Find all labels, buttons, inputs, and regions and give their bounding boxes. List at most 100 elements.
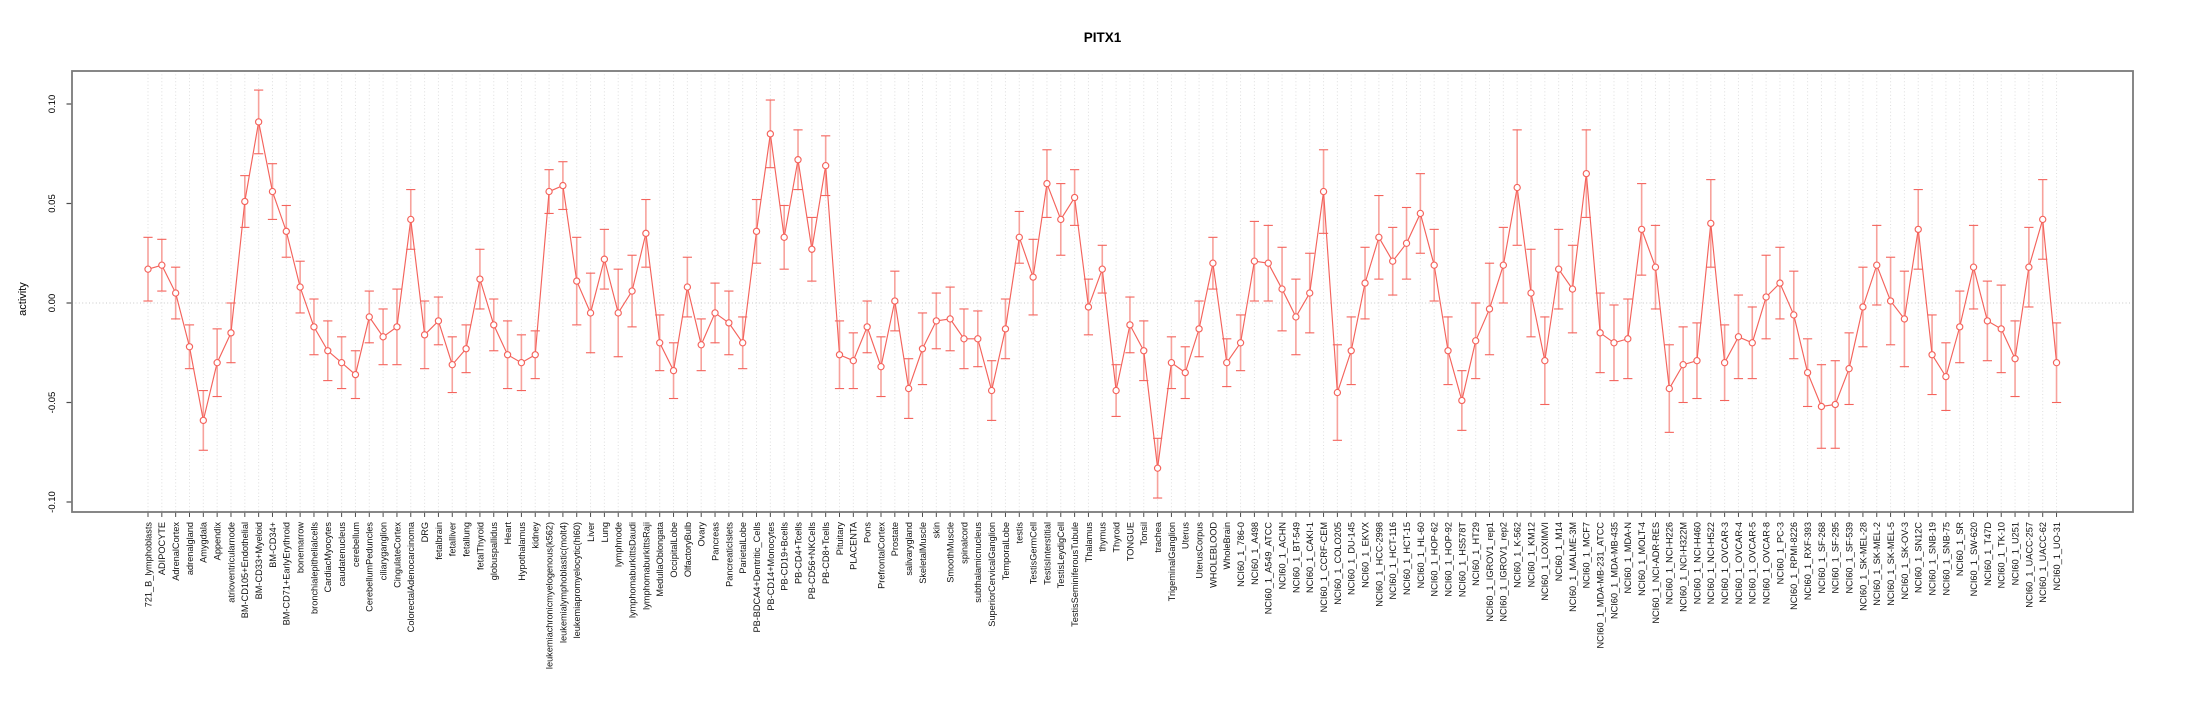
x-axis-label: testis	[1015, 522, 1025, 544]
x-axis-label: NCI60_1_RXF-393	[1803, 522, 1813, 600]
data-point-marker	[669, 366, 678, 375]
y-tick-label: 0.10	[47, 95, 58, 114]
data-point-marker	[1776, 279, 1784, 287]
x-axis-label: NCI60_1_NCI-H226	[1665, 522, 1675, 604]
data-point-marker	[1499, 261, 1508, 269]
x-axis-label: CingulateCortex	[392, 522, 402, 588]
x-axis-label: TrigeminalGanglion	[1167, 522, 1177, 601]
data-point-marker	[365, 313, 373, 321]
x-axis-label: Pituitary	[835, 522, 845, 556]
x-axis-label: PB-CD14+Monocytes	[766, 522, 776, 611]
x-axis-label: NCI60_1_MOLT-4	[1637, 522, 1647, 596]
x-axis-label: NCI60_1_SN12C	[1914, 522, 1924, 593]
data-point-marker	[780, 233, 788, 242]
data-point-marker	[1153, 464, 1162, 472]
data-point-marker	[324, 347, 332, 355]
x-axis-label: Liver	[586, 522, 596, 542]
data-point-marker	[863, 323, 871, 331]
x-axis-label: lymphnode	[614, 522, 624, 567]
data-point-marker	[559, 181, 567, 190]
data-point-marker	[821, 162, 830, 170]
x-axis-label: lymphomaburkittsDaudi	[627, 522, 637, 618]
x-axis-label: fetalliver	[448, 522, 458, 556]
x-axis-label: OccipitalLobe	[669, 522, 679, 578]
data-point-marker	[1029, 273, 1037, 281]
data-point-marker	[1762, 293, 1770, 301]
x-axis-label: PB-CD4+Tcells	[793, 522, 803, 584]
data-point-marker	[268, 187, 277, 196]
x-axis-label: CardiacMyocytes	[323, 522, 333, 593]
x-axis-label: NCI60_1_SW-620	[1969, 522, 1979, 596]
x-axis-label: SuperiorCervicalGanglion	[987, 522, 997, 627]
x-axis-label: NCI60_1_IGROV1_rep2	[1499, 522, 1509, 622]
x-axis-label: NCI60_1_SNB-19	[1927, 522, 1937, 596]
x-axis-label: NCI60_1_HOP-62	[1430, 522, 1440, 597]
x-axis-label: MedullaOblongata	[655, 521, 665, 596]
data-point-marker	[1859, 303, 1867, 311]
data-point-marker	[462, 345, 470, 353]
x-axis-label: NCI60_1_SK-OV-3	[1900, 522, 1910, 600]
data-point-marker	[656, 339, 664, 347]
data-point-marker	[1250, 257, 1259, 265]
data-point-marker	[2039, 215, 2047, 224]
x-axis-label: kidney	[531, 522, 541, 549]
x-axis-label: Pons	[863, 522, 873, 543]
data-point-marker	[434, 317, 443, 325]
x-axis-label: NCI60_1_NCI-H460	[1692, 522, 1702, 604]
x-axis-label: SkeletalMuscle	[918, 522, 928, 584]
x-axis-label: NCI60_1_SF-539	[1844, 522, 1854, 594]
data-point-marker	[1112, 386, 1120, 395]
x-axis-label: NCI60_1_HT29	[1471, 522, 1481, 586]
data-point-marker	[1554, 265, 1563, 273]
data-point-marker	[877, 363, 885, 371]
data-point-marker	[904, 384, 913, 393]
data-point-marker	[1527, 289, 1535, 297]
data-point-marker	[1693, 357, 1701, 365]
data-point-marker	[490, 321, 498, 329]
data-point-marker	[1070, 193, 1079, 202]
x-axis-label: Tonsil	[1139, 522, 1149, 546]
data-point-marker	[1803, 368, 1812, 377]
data-point-marker	[144, 265, 152, 273]
data-point-marker	[1873, 261, 1881, 269]
x-axis-label: NCI60_1_OVCAR-4	[1734, 522, 1744, 604]
x-axis-label: Thalamus	[1084, 522, 1094, 563]
data-point-marker	[407, 215, 415, 224]
data-point-marker	[337, 359, 346, 367]
x-axis-label: NCI60_1_LOXIMVI	[1540, 522, 1550, 601]
x-axis-label: 721_B_lymphoblasts	[143, 522, 153, 608]
x-axis-label: CerebellumPeduncles	[365, 522, 375, 612]
data-point-marker	[683, 283, 692, 291]
data-point-marker	[1333, 388, 1342, 397]
x-axis-label: leukemialymphoblastic(molt4)	[558, 522, 568, 643]
y-tick-label: -0.10	[47, 491, 58, 513]
x-axis-label: thymus	[1098, 522, 1108, 552]
x-axis-label: NCI60_1_SR	[1955, 522, 1965, 576]
x-axis-label: NCI60_1_TK-10	[1997, 522, 2007, 588]
x-axis-label: OlfactoryBulb	[683, 522, 693, 577]
x-axis-label: ColorectalAdenocarcinoma	[406, 521, 416, 632]
y-tick-label: 0.00	[47, 294, 58, 313]
x-axis-label: NCI60_1_EKVX	[1360, 522, 1370, 588]
x-axis-label: TemporalLobe	[1001, 522, 1011, 580]
x-axis-label: Hypothalamus	[517, 522, 527, 581]
x-axis-label: lymphomaburkittsRaji	[641, 522, 651, 610]
x-axis-label: WholeBrain	[1222, 522, 1232, 570]
x-axis-label: leukemiachronicmyelogenous(k562)	[544, 522, 554, 669]
data-point-marker	[1361, 279, 1369, 287]
x-axis-label: NCI60_1_HCC-2998	[1374, 522, 1384, 607]
data-point-marker	[711, 309, 719, 317]
x-axis-label: spinalcord	[959, 522, 969, 564]
data-point-marker	[1610, 339, 1618, 347]
x-axis-label: Uterus	[1181, 522, 1191, 549]
x-axis-label: TestisGermCell	[1029, 522, 1039, 584]
x-axis-label: PancreaticIslets	[724, 522, 734, 587]
data-point-marker	[891, 297, 899, 305]
data-point-marker	[213, 359, 221, 367]
data-point-marker	[1389, 257, 1397, 265]
data-point-marker	[1582, 169, 1590, 178]
x-axis-label: TestisInterstitial	[1042, 522, 1052, 585]
data-point-marker	[752, 227, 761, 236]
data-point-marker	[1292, 313, 1300, 321]
